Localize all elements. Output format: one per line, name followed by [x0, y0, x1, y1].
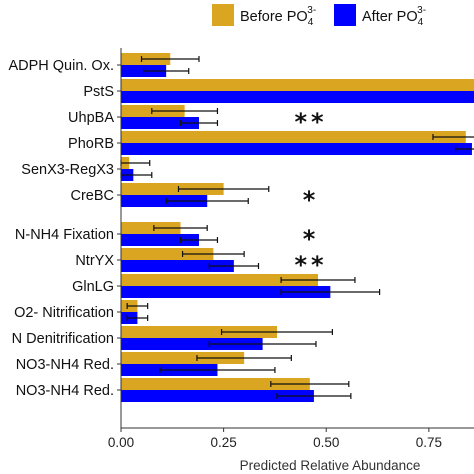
bar	[121, 91, 474, 103]
category-label: GlnLG	[72, 279, 114, 295]
bar	[121, 260, 234, 272]
category-label: PstS	[83, 84, 114, 100]
bar	[121, 222, 181, 234]
bar	[121, 79, 474, 91]
category-label: ADPH Quin. Ox.	[8, 58, 114, 74]
legend-label: Before PO43-	[240, 5, 316, 28]
category-label: SenX3-RegX3	[21, 162, 114, 178]
category-label: N-NH4 Fixation	[15, 227, 114, 243]
bar	[121, 338, 263, 350]
category-label: NO3-NH4 Red.	[16, 383, 114, 399]
significance-star: *	[303, 186, 320, 214]
bar	[121, 378, 310, 390]
category-label: UhpBA	[68, 110, 114, 126]
category-label: CreBC	[70, 188, 114, 204]
x-tick-label: 0.00	[108, 435, 134, 450]
bar	[121, 286, 331, 298]
category-label: NtrYX	[75, 253, 114, 269]
bar	[121, 274, 319, 286]
bars-layer	[121, 53, 474, 402]
bar	[121, 143, 472, 155]
bar	[121, 326, 277, 338]
bar	[121, 248, 214, 260]
category-label: N Denitrification	[12, 331, 114, 347]
category-label: NO3-NH4 Red.	[16, 357, 114, 373]
bar	[121, 195, 208, 207]
x-axis: 0.00 0.25 0.50 0.75 Predicted Relative Abund…	[108, 48, 474, 473]
significance-star: *	[303, 225, 320, 253]
x-tick-label: 0.25	[210, 435, 236, 450]
legend-label: After PO43-	[362, 5, 426, 28]
category-label: O2- Nitrification	[14, 305, 114, 321]
x-tick-label: 0.75	[416, 435, 442, 450]
category-labels: ADPH Quin. Ox. PstS UhpBA PhoRB SenX3-RegX3 C…	[8, 58, 114, 399]
x-tick-label: 0.50	[313, 435, 339, 450]
significance-star: **	[294, 108, 327, 136]
bar	[121, 183, 224, 195]
bar	[121, 234, 199, 246]
error-bars-layer	[120, 56, 474, 399]
significance-star: **	[294, 251, 327, 279]
significance-markers: ******	[294, 108, 327, 279]
bar	[121, 352, 245, 364]
bar	[121, 390, 314, 402]
category-label: PhoRB	[68, 136, 114, 152]
legend-swatch	[212, 4, 234, 26]
x-axis-title: Predicted Relative Abundance	[240, 458, 421, 473]
legend: Before PO43- After PO43-	[212, 4, 426, 28]
bar	[121, 117, 199, 129]
bar	[121, 131, 466, 143]
legend-swatch	[334, 4, 356, 26]
